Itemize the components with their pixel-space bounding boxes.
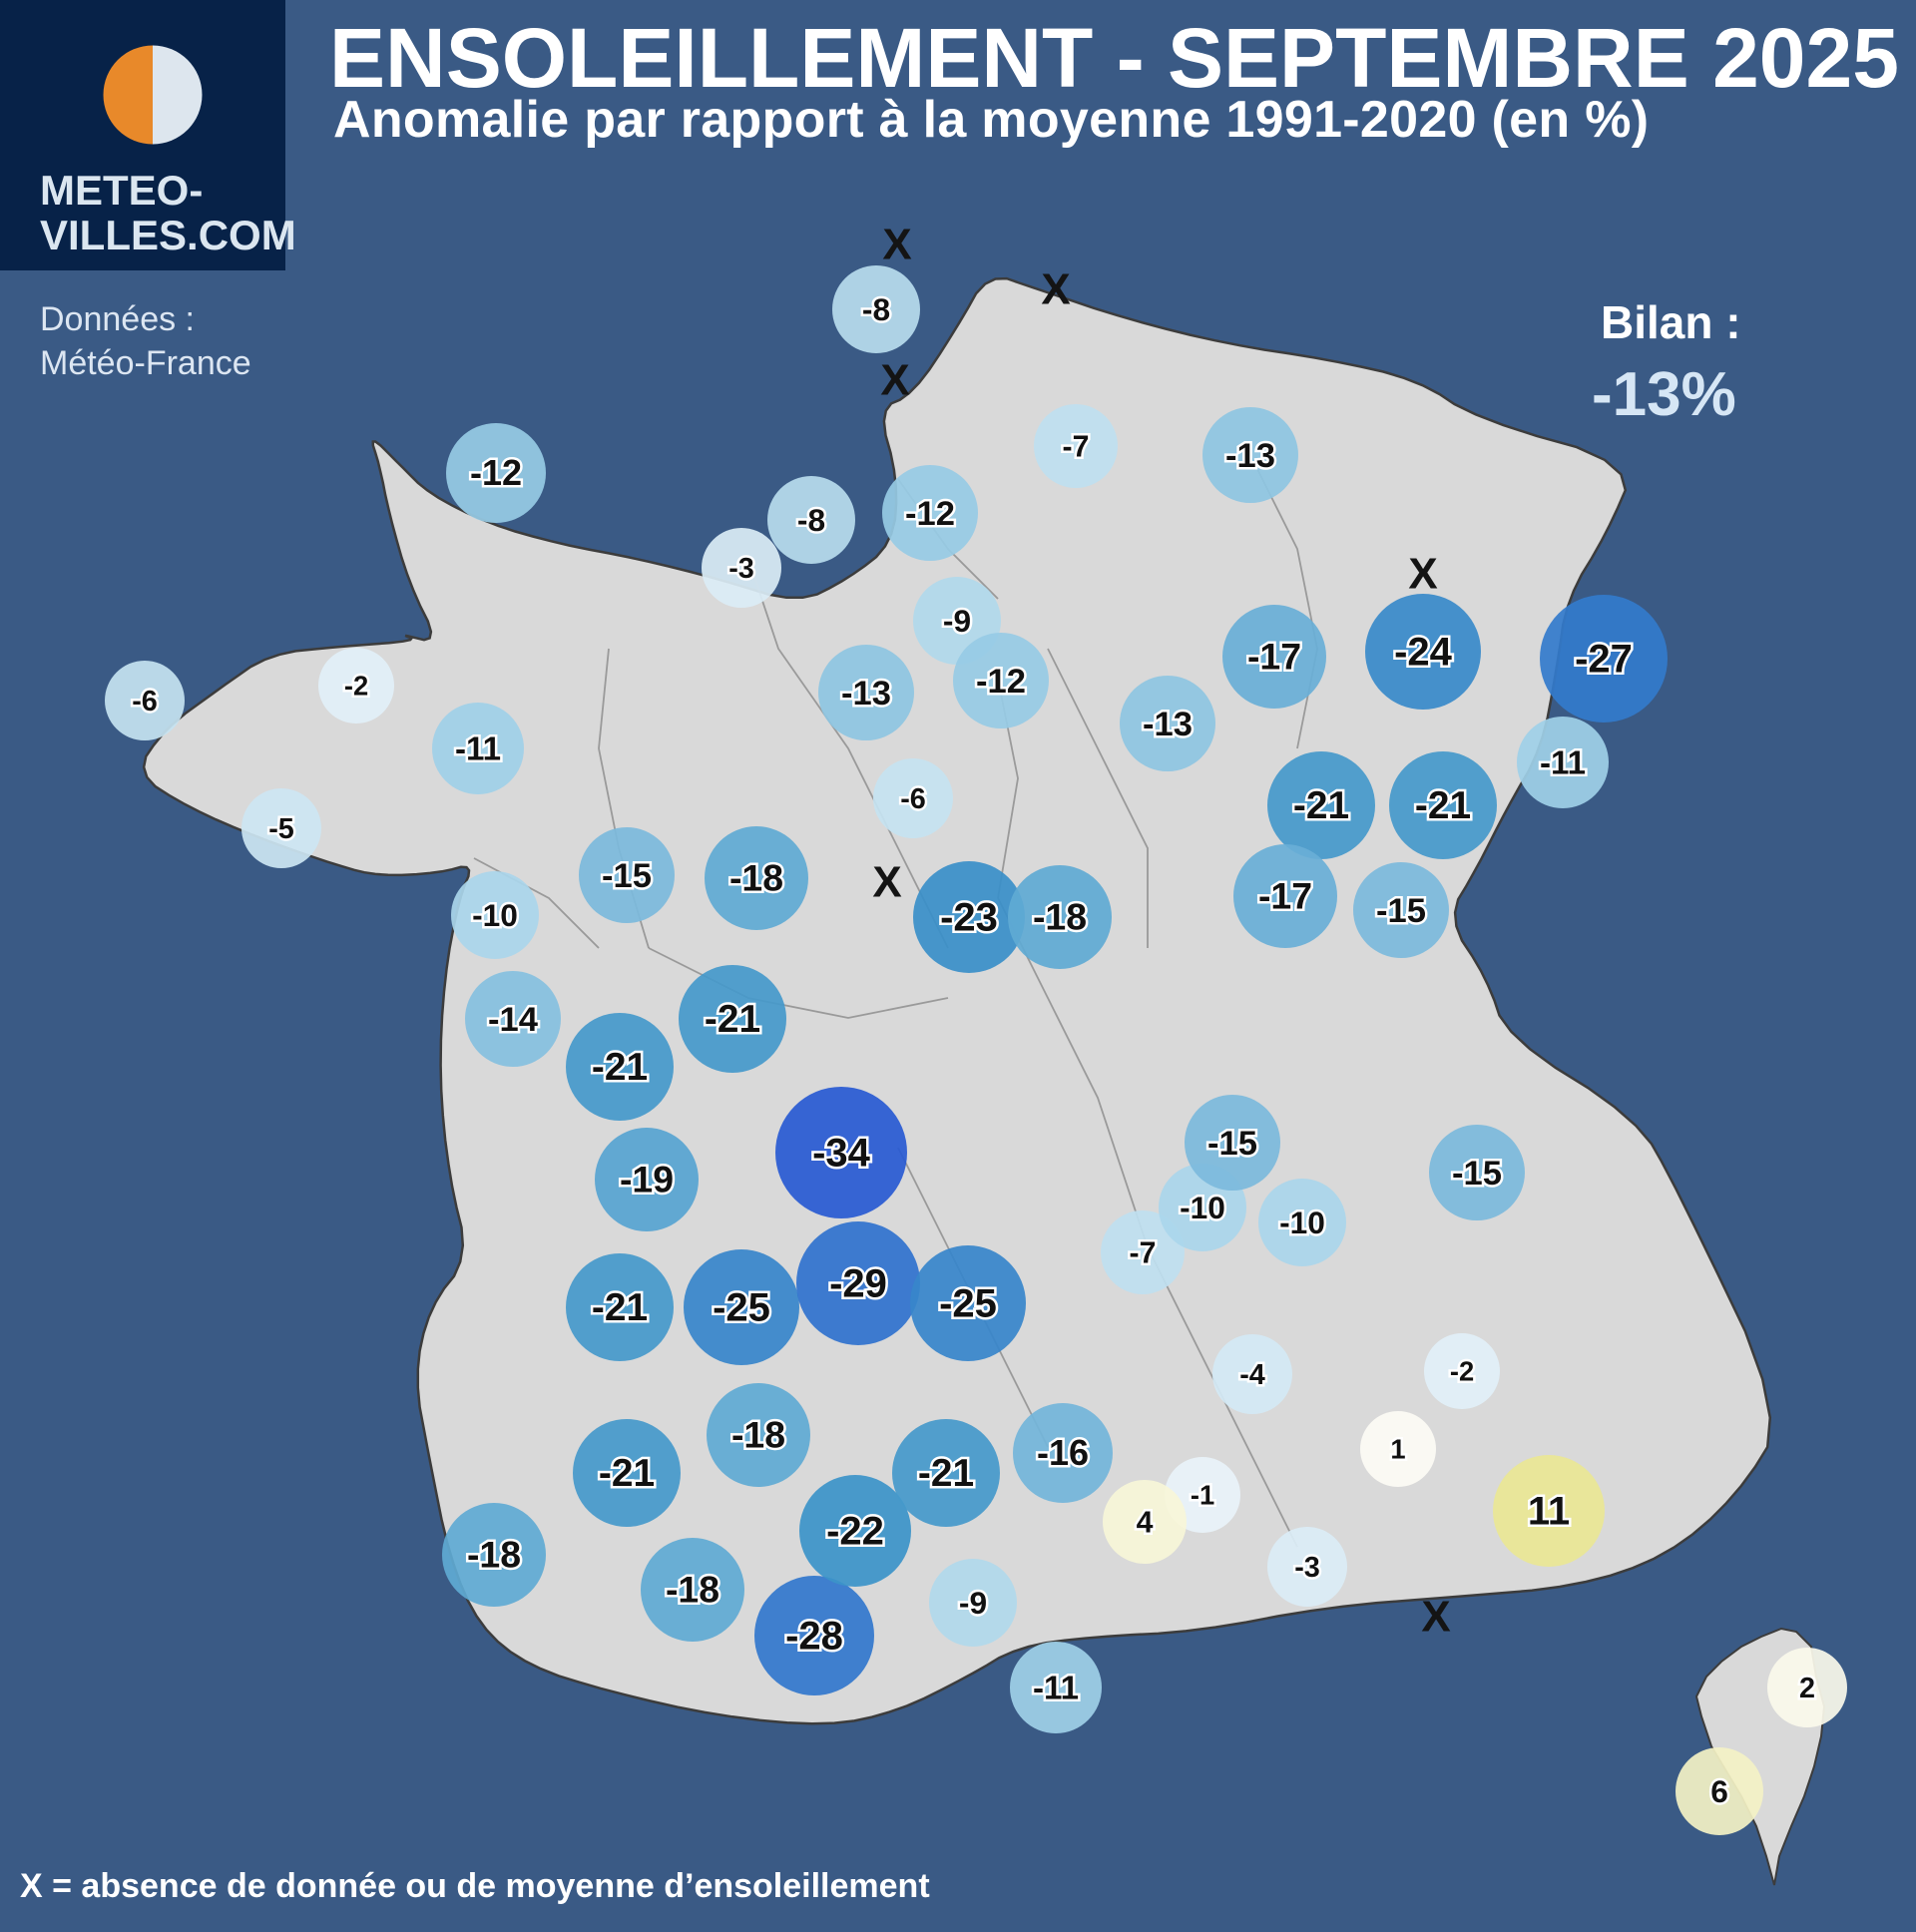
svg-text:-9: -9 bbox=[943, 603, 971, 639]
svg-text:-10: -10 bbox=[1180, 1190, 1225, 1225]
svg-text:-4: -4 bbox=[1239, 1359, 1265, 1391]
svg-text:2: 2 bbox=[1799, 1673, 1815, 1704]
svg-text:-2: -2 bbox=[344, 670, 368, 701]
svg-text:-2: -2 bbox=[1450, 1355, 1474, 1386]
svg-text:X: X bbox=[882, 221, 911, 269]
svg-text:-3: -3 bbox=[728, 553, 754, 585]
svg-text:-21: -21 bbox=[705, 998, 760, 1041]
svg-text:-29: -29 bbox=[829, 1262, 887, 1306]
svg-text:-7: -7 bbox=[1130, 1236, 1157, 1269]
svg-text:-9: -9 bbox=[959, 1585, 987, 1621]
svg-text:-13: -13 bbox=[1143, 706, 1193, 743]
svg-text:-5: -5 bbox=[268, 813, 294, 845]
svg-text:-21: -21 bbox=[592, 1046, 648, 1089]
svg-text:-6: -6 bbox=[900, 783, 926, 815]
svg-text:-25: -25 bbox=[713, 1286, 770, 1330]
svg-text:-24: -24 bbox=[1394, 631, 1453, 675]
svg-text:-12: -12 bbox=[905, 495, 955, 533]
svg-text:X: X bbox=[872, 858, 901, 907]
svg-text:-7: -7 bbox=[1063, 430, 1090, 463]
svg-text:-8: -8 bbox=[797, 502, 825, 538]
svg-text:-15: -15 bbox=[1452, 1155, 1502, 1193]
svg-text:-27: -27 bbox=[1575, 638, 1633, 682]
svg-text:4: 4 bbox=[1137, 1506, 1154, 1539]
svg-text:-19: -19 bbox=[620, 1159, 674, 1201]
svg-text:-28: -28 bbox=[785, 1615, 843, 1659]
svg-text:11: 11 bbox=[1528, 1490, 1570, 1534]
svg-text:-11: -11 bbox=[1033, 1670, 1079, 1706]
svg-text:-34: -34 bbox=[812, 1132, 871, 1176]
svg-text:-17: -17 bbox=[1247, 636, 1301, 678]
svg-text:-11: -11 bbox=[1540, 744, 1586, 781]
svg-text:-15: -15 bbox=[1376, 892, 1426, 930]
svg-text:-10: -10 bbox=[1279, 1205, 1325, 1240]
svg-text:-8: -8 bbox=[862, 291, 890, 327]
svg-text:X: X bbox=[1421, 1593, 1450, 1642]
svg-text:-14: -14 bbox=[488, 1001, 539, 1039]
svg-text:-13: -13 bbox=[1225, 437, 1275, 475]
svg-text:X: X bbox=[1408, 550, 1437, 599]
svg-text:X: X bbox=[1041, 265, 1070, 314]
svg-text:-1: -1 bbox=[1191, 1479, 1214, 1510]
svg-text:-3: -3 bbox=[1294, 1552, 1320, 1584]
svg-text:-15: -15 bbox=[1207, 1125, 1257, 1163]
svg-text:-21: -21 bbox=[599, 1452, 655, 1495]
svg-text:-18: -18 bbox=[729, 857, 783, 899]
svg-text:-21: -21 bbox=[918, 1452, 974, 1495]
svg-text:-6: -6 bbox=[132, 686, 158, 718]
svg-text:-17: -17 bbox=[1258, 875, 1312, 917]
svg-text:-12: -12 bbox=[976, 663, 1026, 701]
svg-text:6: 6 bbox=[1710, 1773, 1728, 1809]
svg-text:-18: -18 bbox=[666, 1569, 719, 1611]
svg-text:-13: -13 bbox=[841, 675, 891, 713]
svg-text:1: 1 bbox=[1390, 1433, 1405, 1464]
svg-text:-21: -21 bbox=[592, 1286, 648, 1329]
svg-text:-21: -21 bbox=[1415, 784, 1471, 827]
svg-text:-11: -11 bbox=[455, 730, 501, 767]
svg-text:-22: -22 bbox=[826, 1510, 884, 1554]
svg-text:-18: -18 bbox=[467, 1534, 521, 1576]
svg-text:-10: -10 bbox=[472, 897, 518, 933]
svg-text:-21: -21 bbox=[1293, 784, 1349, 827]
svg-text:-25: -25 bbox=[939, 1282, 997, 1326]
svg-text:-12: -12 bbox=[470, 452, 522, 493]
svg-text:-15: -15 bbox=[602, 857, 652, 895]
svg-text:-16: -16 bbox=[1037, 1432, 1089, 1473]
svg-text:-18: -18 bbox=[1033, 896, 1087, 938]
svg-text:-23: -23 bbox=[940, 896, 998, 940]
svg-text:X: X bbox=[880, 356, 909, 405]
svg-text:-18: -18 bbox=[731, 1414, 785, 1456]
